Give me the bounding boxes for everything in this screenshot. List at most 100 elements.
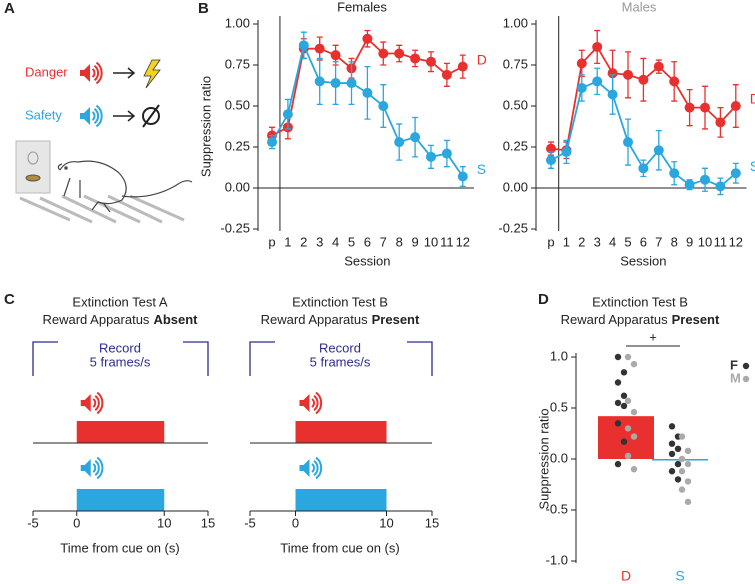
data-point [669, 168, 680, 179]
rat-illustration [15, 140, 193, 224]
x-tick-label: D [621, 568, 631, 584]
subject-dot [630, 466, 638, 473]
x-tick-label: 9 [411, 234, 418, 249]
subject-dot [624, 397, 632, 405]
x-tick-label: 4 [332, 234, 339, 249]
speaker-wave [91, 111, 96, 121]
chart-title: Extinction Test B [592, 294, 688, 309]
x-tick-label: 1 [563, 234, 570, 249]
x-tick-label: 7 [655, 234, 662, 249]
y-tick-label: 0.50 [225, 97, 250, 112]
x-tick-label: 8 [396, 234, 403, 249]
shock-icon [143, 59, 161, 89]
data-point [546, 155, 556, 166]
speaker-wave [93, 65, 100, 81]
food-cup [25, 174, 41, 182]
x-tick-label: 8 [671, 234, 678, 249]
data-point [298, 40, 309, 51]
data-point [700, 102, 710, 113]
panel-letter: C [4, 291, 15, 308]
y-tick-label: 0.25 [503, 138, 528, 153]
subject-dot [684, 460, 692, 468]
speaker-wave [311, 463, 315, 473]
y-tick-label: 0.75 [503, 56, 528, 71]
series-label: S [750, 158, 755, 174]
y-tick-label: 0.00 [225, 179, 250, 194]
speaker-wave [95, 104, 103, 128]
null-icon [142, 104, 160, 128]
data-point [441, 148, 452, 159]
speaker-wave [313, 395, 319, 411]
series-label: S [477, 161, 486, 177]
subject-dot [668, 468, 676, 475]
subject-dot [674, 445, 682, 452]
timeline-subtitle: Reward Apparatus Present [261, 312, 420, 327]
data-point [457, 171, 468, 182]
x-tick-label: 11 [714, 234, 728, 249]
data-point [394, 48, 405, 59]
subject-dot [678, 433, 686, 440]
data-point [441, 69, 452, 80]
null-icon [142, 107, 160, 125]
data-point [715, 181, 726, 192]
speaker-wave [96, 391, 104, 415]
x-tick-label: 11 [440, 234, 454, 249]
data-point [426, 151, 436, 162]
data-point [362, 87, 373, 98]
y-axis-label: Suppression ratio [198, 76, 213, 177]
x-tick-label: 3 [594, 234, 601, 249]
data-point [561, 146, 572, 157]
speaker-wave [91, 68, 96, 78]
panel-letter: A [4, 0, 15, 17]
data-point [730, 101, 741, 111]
subject-dot [620, 369, 628, 376]
subject-dot [620, 402, 628, 410]
x-tick-label: 6 [640, 234, 647, 249]
data-point [669, 76, 680, 87]
subject-dot [674, 476, 682, 483]
subject-dot [614, 379, 622, 386]
y-tick-label: 0.0 [550, 450, 568, 465]
data-point [623, 69, 633, 80]
x-tick-label: 10 [157, 515, 171, 530]
x-tick-label: 10 [698, 234, 712, 249]
cue-bar [76, 489, 165, 511]
x-axis-label: Time from cue on (s) [60, 540, 179, 555]
speaker-wave [92, 463, 97, 473]
grid-floor [19, 194, 185, 224]
arrow [113, 67, 136, 79]
speaker-wave [94, 395, 100, 411]
y-tick-label: 0.5 [550, 399, 568, 414]
y-tick-label: -1.0 [546, 552, 568, 567]
x-axis-label: Session [344, 253, 390, 268]
data-point [378, 101, 389, 111]
data-point [607, 89, 618, 100]
subject-dot [624, 353, 632, 361]
data-point [410, 132, 421, 143]
cue-bar [295, 489, 387, 511]
legend-dot [742, 375, 750, 383]
x-tick-label: 7 [380, 234, 387, 249]
subject-dot [678, 486, 686, 493]
speaker-wave [311, 398, 315, 408]
rat-eye [64, 166, 68, 170]
y-tick-label: 1.00 [503, 15, 528, 30]
y-tick-label: -0.25 [220, 220, 250, 235]
data-point [378, 48, 389, 59]
light [27, 151, 39, 165]
data-point [314, 76, 325, 87]
data-point [592, 76, 603, 87]
data-point [346, 78, 357, 89]
subtitle-text: Reward Apparatus [561, 312, 668, 327]
x-tick-label: S [675, 568, 684, 584]
speaker-wave [93, 108, 100, 124]
data-point [410, 53, 421, 64]
series-label: D [750, 91, 755, 107]
data-point [623, 137, 633, 148]
x-tick-label: 5 [624, 234, 631, 249]
subject-dot [624, 452, 632, 460]
data-point [684, 102, 695, 113]
record-label: Record [319, 340, 361, 355]
subject-dot [614, 399, 622, 407]
